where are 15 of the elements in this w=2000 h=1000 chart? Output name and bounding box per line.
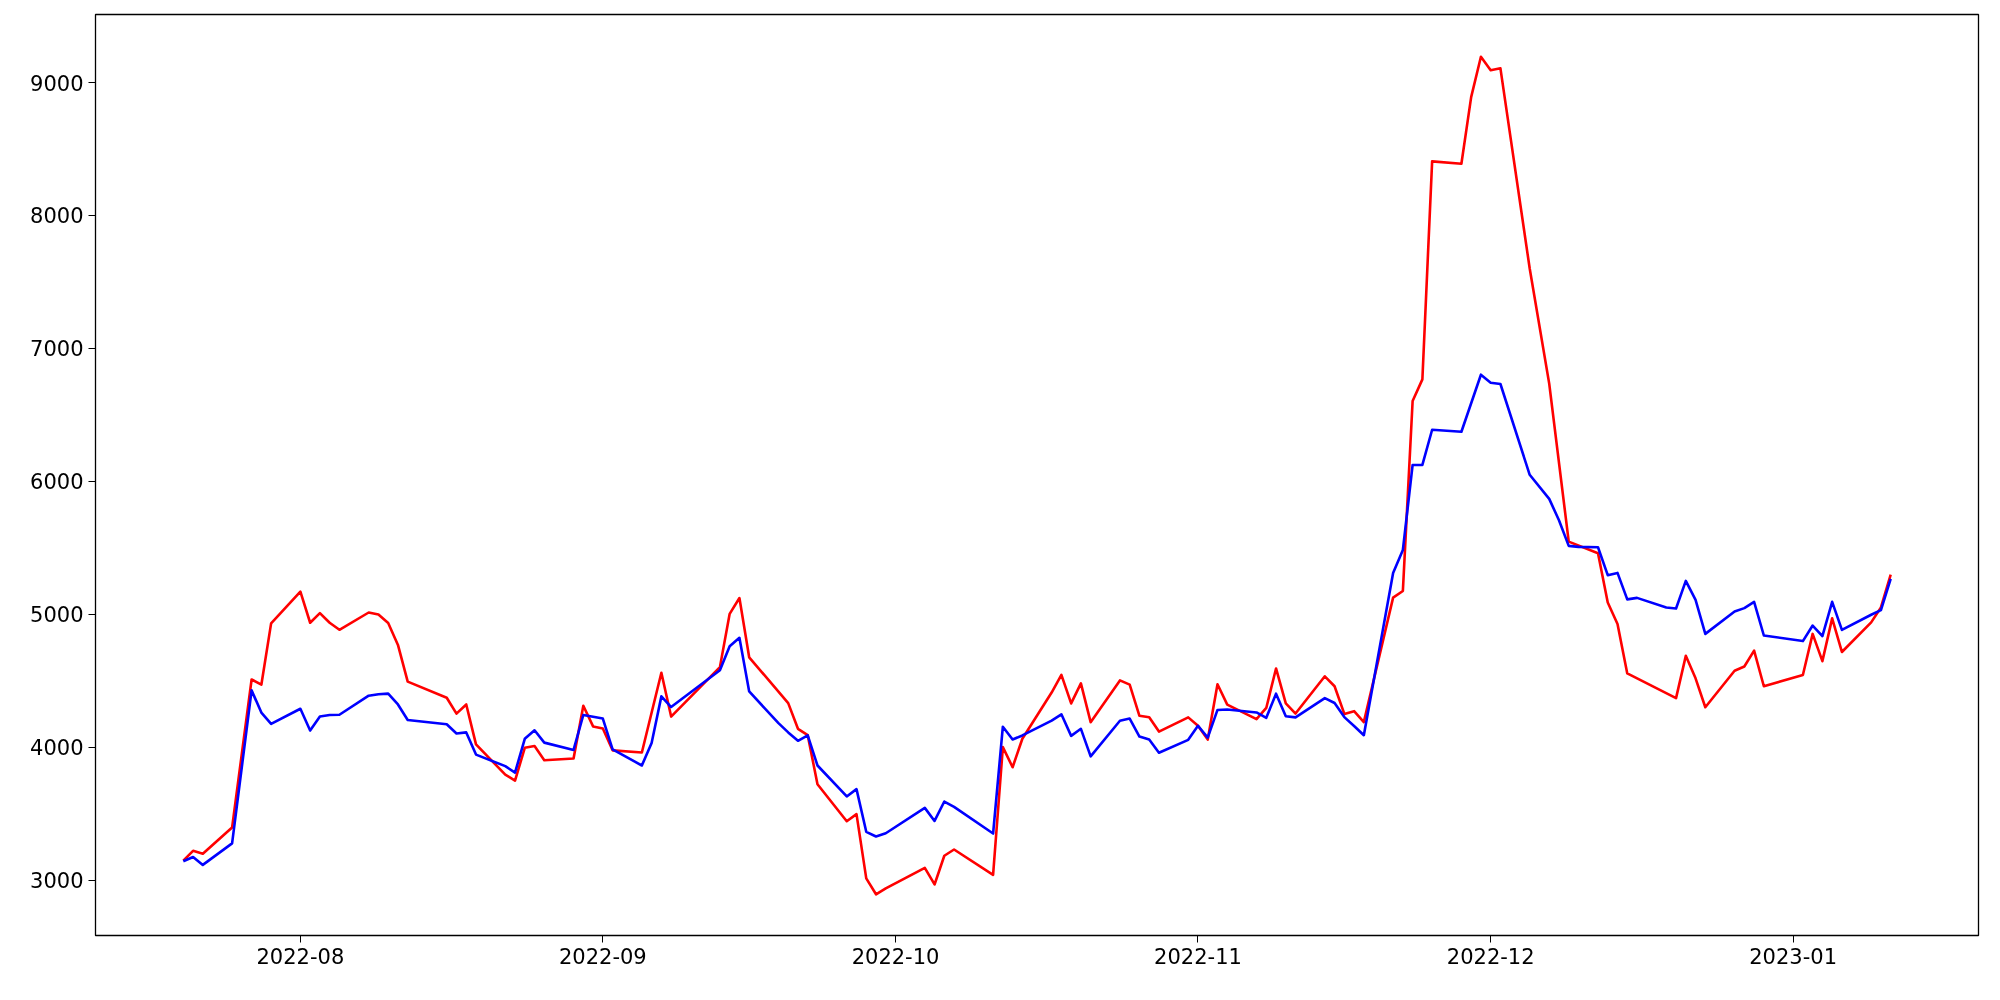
line-series (182, 373, 1892, 867)
x-tick-label: 2023-01 (1749, 944, 1838, 969)
y-tick-label: 6000 (30, 470, 84, 495)
y-tick-label: 7000 (30, 337, 84, 362)
x-tick-label: 2022-12 (1446, 944, 1535, 969)
y-tick-label: 3000 (30, 869, 84, 894)
y-tick-label: 9000 (30, 71, 84, 96)
y-tick-label: 5000 (30, 603, 84, 628)
line-series (182, 55, 1892, 896)
x-tick-label: 2022-10 (851, 944, 940, 969)
x-tick-label: 2022-08 (256, 944, 345, 969)
x-tick-label: 2022-09 (558, 944, 647, 969)
y-tick-label: 4000 (30, 736, 84, 761)
x-tick-label: 2022-11 (1154, 944, 1242, 969)
y-tick-label: 8000 (30, 204, 84, 229)
